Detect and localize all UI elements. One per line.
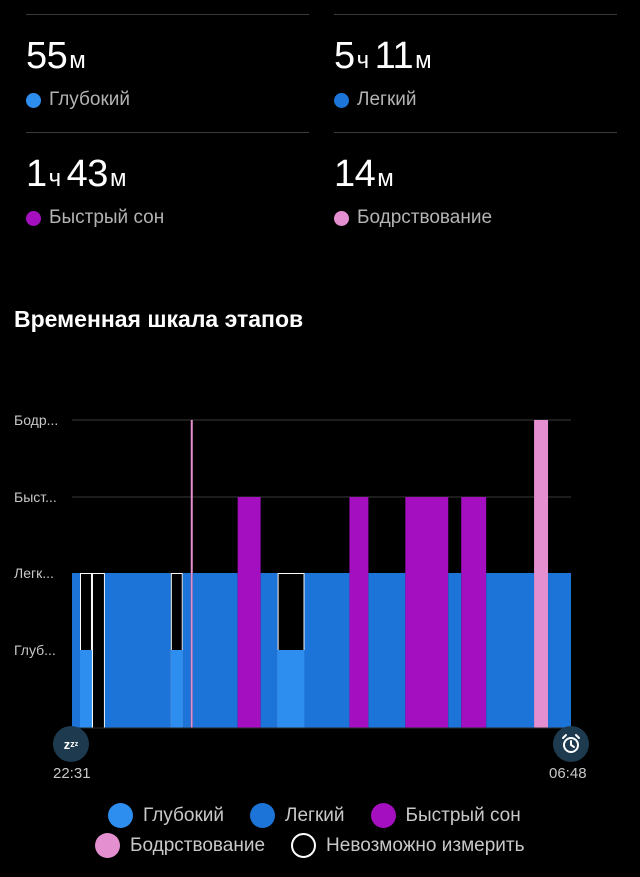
stage-segment (368, 573, 406, 728)
stat-unit: м (109, 165, 127, 192)
legend-label: Глубокий (143, 804, 225, 826)
stage-segment (260, 573, 278, 728)
stage-segment (72, 573, 80, 728)
stage-segment (548, 573, 571, 728)
stat-value: 1ч 43м (26, 152, 164, 201)
legend-label: Бодрствование (130, 834, 266, 856)
legend-dot-icon (250, 803, 276, 828)
light-sleep-dot-icon (334, 92, 349, 108)
stat-number: 1 (26, 153, 47, 195)
stat-number: 43 (66, 153, 109, 195)
y-axis-label: Быст... (14, 489, 57, 505)
stage-segment (192, 573, 238, 728)
stage-segment (79, 650, 92, 728)
divider (334, 132, 617, 133)
y-axis-label: Глуб... (14, 642, 56, 658)
stage-segment (304, 573, 350, 728)
rem-sleep-stat: 1ч 43м Быстрый сон (26, 152, 164, 229)
stat-unit: м (377, 165, 394, 192)
stage-segment (461, 497, 487, 728)
stage-segment (448, 573, 462, 728)
legend-label: Быстрый сон (405, 804, 521, 826)
stat-unit: м (415, 47, 432, 74)
chart-legend: Глубокий Легкий Быстрый сон (108, 803, 547, 828)
divider (334, 14, 617, 15)
stage-segment (104, 573, 171, 728)
light-sleep-stat: 5ч 11м Легкий (334, 34, 437, 111)
legend-dot-icon (95, 833, 120, 858)
sleep-stage-timeline-chart: Бодр... Быст... Легк... Глуб... (14, 412, 571, 729)
stat-unit: ч (356, 47, 370, 74)
timeline-title: Временная шкала этапов (14, 306, 304, 332)
legend-item-unmeasurable: Невозможно измерить (291, 833, 524, 858)
stage-segment (277, 650, 305, 728)
awake-dot-icon (334, 210, 349, 226)
stage-segment (349, 497, 369, 728)
stage-segment (170, 650, 183, 728)
legend-item-awake: Бодрствование (95, 833, 265, 858)
stat-label: Бодрствование (357, 207, 493, 228)
stat-label: Глубокий (49, 89, 131, 110)
stage-segment (237, 497, 261, 728)
sleep-start-time: 22:31 (53, 765, 91, 782)
legend-item-deep: Глубокий (108, 803, 224, 828)
stat-number: 5 (334, 35, 355, 77)
stat-label: Быстрый сон (49, 207, 165, 228)
legend-dot-icon (108, 803, 133, 828)
deep-sleep-stat: 55м Глубокий (26, 34, 130, 111)
legend-dot-icon (370, 803, 396, 828)
stat-value: 14м (334, 152, 492, 201)
stage-segment (405, 497, 449, 728)
stat-number: 14 (334, 153, 376, 195)
unmeasurable-segment (91, 573, 105, 728)
divider (26, 132, 309, 133)
divider (26, 14, 309, 15)
legend-item-light: Легкий (250, 803, 345, 828)
stat-value: 5ч 11м (334, 34, 437, 83)
stat-unit: м (69, 47, 86, 74)
alarm-clock-icon (553, 726, 589, 762)
sleep-end-time: 06:48 (549, 765, 587, 782)
stage-segment (486, 573, 535, 728)
stat-number: 11 (374, 35, 414, 77)
stat-unit: ч (48, 165, 62, 192)
legend-label: Легкий (285, 804, 345, 826)
stage-segment (534, 420, 549, 728)
legend-item-rem: Быстрый сон (370, 803, 521, 828)
stage-segment (182, 573, 191, 728)
stat-number: 55 (26, 35, 68, 77)
stat-value: 55м (26, 34, 130, 83)
stage-segment (190, 420, 193, 728)
rem-sleep-dot-icon (26, 210, 41, 226)
awake-stat: 14м Бодрствование (334, 152, 492, 229)
chart-legend: Бодрствование Невозможно измерить (95, 833, 550, 858)
y-axis-label: Бодр... (14, 412, 58, 428)
y-axis-label: Легк... (14, 565, 54, 581)
legend-label: Невозможно измерить (326, 834, 525, 856)
deep-sleep-dot-icon (26, 92, 41, 108)
stat-label: Легкий (357, 89, 417, 110)
legend-dot-icon (291, 833, 317, 858)
